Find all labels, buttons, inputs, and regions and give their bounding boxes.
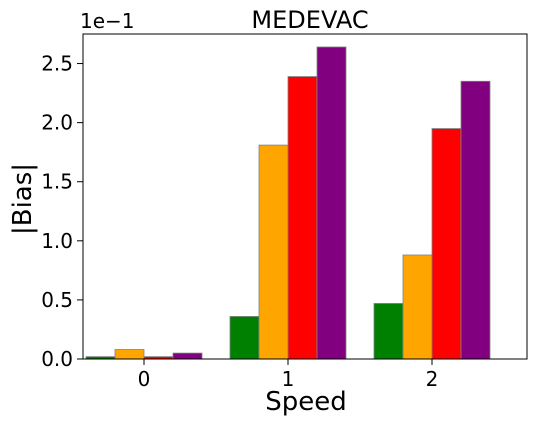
y-axis-multiplier: 1e−1 [80, 9, 135, 33]
bar-speed-1-series-2 [258, 144, 289, 360]
y-tick-label: 1.5 [41, 170, 73, 194]
x-tick-label: 1 [282, 367, 295, 391]
y-tick-label: 2.0 [41, 111, 73, 135]
bar-speed-1-series-1 [229, 316, 260, 360]
x-tick-label: 0 [138, 367, 151, 391]
bar-speed-2-series-1 [373, 303, 404, 360]
y-tick-label: 1.0 [41, 229, 73, 253]
y-tick-label: 0.0 [41, 347, 73, 371]
bar-speed-2-series-3 [431, 128, 462, 360]
y-axis-ticks: 0.0 0.5 1.0 1.5 2.0 2.5 [41, 52, 83, 371]
chart-title: MEDEVAC [251, 6, 368, 34]
bar-speed-0-series-2 [114, 349, 145, 360]
bar-speed-1-series-3 [287, 76, 318, 360]
bars-group [85, 46, 491, 360]
x-axis-ticks: 0 1 2 [138, 359, 439, 391]
y-tick-label: 0.5 [41, 288, 73, 312]
y-tick-label: 2.5 [41, 52, 73, 76]
plot-area-frame [82, 33, 528, 360]
bar-speed-2-series-4 [460, 80, 491, 360]
bar-speed-1-series-4 [316, 46, 347, 360]
x-tick-label: 2 [426, 367, 439, 391]
bar-speed-2-series-2 [402, 254, 433, 360]
y-axis-label: |Bias| [8, 163, 38, 235]
bar-speed-0-series-4 [172, 352, 203, 360]
x-axis-label: Speed [265, 387, 347, 417]
